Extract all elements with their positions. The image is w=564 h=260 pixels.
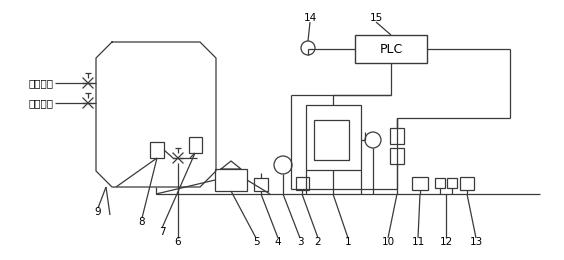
Text: 2: 2 [315, 237, 321, 247]
Text: 10: 10 [381, 237, 395, 247]
Bar [355, 35, 427, 63]
Text: 9: 9 [95, 207, 102, 217]
Bar [150, 142, 164, 158]
Text: 15: 15 [369, 13, 382, 23]
Bar [460, 177, 474, 190]
Circle shape [301, 41, 315, 55]
Text: 5: 5 [253, 237, 259, 247]
Bar [215, 169, 247, 191]
Text: 1: 1 [345, 237, 351, 247]
Text: PLC: PLC [380, 42, 403, 55]
Circle shape [365, 132, 381, 148]
Text: 14: 14 [303, 13, 316, 23]
Bar [314, 120, 349, 160]
Text: 12: 12 [439, 237, 453, 247]
Text: 11: 11 [411, 237, 425, 247]
Bar [447, 178, 457, 188]
Bar [189, 137, 202, 153]
Bar [435, 178, 445, 188]
Bar [390, 148, 404, 164]
Circle shape [274, 156, 292, 174]
Text: 7: 7 [158, 227, 165, 237]
Text: 6: 6 [175, 237, 181, 247]
Bar [296, 177, 309, 190]
Bar [412, 177, 428, 190]
Text: 8: 8 [139, 217, 146, 227]
Text: 4: 4 [275, 237, 281, 247]
Bar [390, 128, 404, 144]
Bar [306, 105, 361, 170]
Text: 13: 13 [469, 237, 483, 247]
Text: 进口阀门: 进口阀门 [28, 98, 53, 108]
Text: 3: 3 [297, 237, 303, 247]
Bar [254, 178, 268, 191]
Text: 出口阀门: 出口阀门 [28, 78, 53, 88]
